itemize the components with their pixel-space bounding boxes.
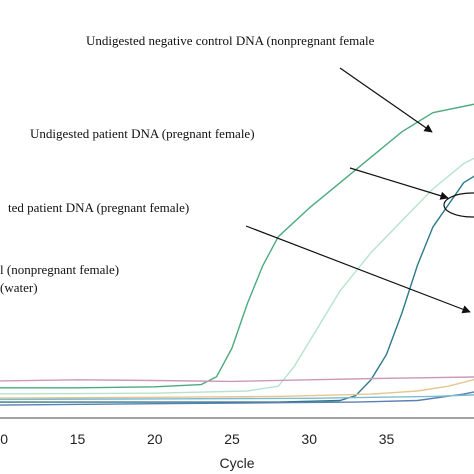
arrow-patient-dna-1	[349, 167, 449, 200]
annotation-water: (water)	[0, 280, 38, 295]
annotation-negative-control: Undigested negative control DNA (nonpreg…	[86, 33, 375, 48]
arrow-negative-control	[339, 67, 433, 133]
x-tick-label-35: 35	[379, 431, 395, 447]
x-tick-label-10: 10	[0, 431, 8, 447]
x-tick-label-25: 25	[224, 431, 240, 447]
arrow-patient-dna-2	[245, 225, 471, 314]
series-line-4	[0, 376, 474, 383]
curve-highlight-ellipse	[443, 192, 474, 218]
x-axis-title: Cycle	[219, 455, 254, 471]
x-tick-label-20: 20	[147, 431, 163, 447]
series-line-6	[0, 391, 474, 406]
annotation-patient-dna: Undigested patient DNA (pregnant female)	[30, 126, 255, 141]
x-tick-label-15: 15	[70, 431, 86, 447]
annotation-patient-dna-truncated: ted patient DNA (pregnant female)	[8, 200, 189, 215]
annotation-labels: Undigested negative control DNA (nonpreg…	[0, 33, 375, 295]
series-line-3	[0, 175, 474, 403]
annotation-arrows	[245, 67, 471, 314]
x-tick-labels: 10 15 20 25 30 35	[0, 431, 394, 447]
series-layer	[0, 103, 474, 406]
x-tick-label-30: 30	[301, 431, 317, 447]
series-line-7	[0, 394, 474, 401]
annotation-nonpregnant-truncated: l (nonpregnant female)	[0, 262, 119, 277]
series-line-2	[0, 157, 474, 395]
series-line-5	[0, 378, 474, 399]
series-line-1	[0, 103, 474, 389]
